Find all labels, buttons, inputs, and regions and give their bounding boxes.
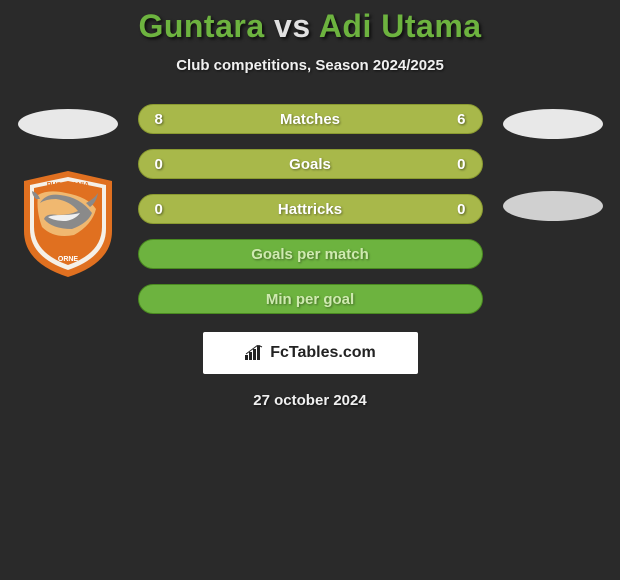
stat-pill: Min per goal [138, 284, 483, 314]
chart-icon [244, 345, 264, 361]
club-badge-left: PUSAMANIA ORNE [18, 169, 118, 279]
shield-icon: PUSAMANIA ORNE [18, 169, 118, 279]
stat-right-value: 6 [457, 111, 465, 128]
stat-right-value: 0 [457, 156, 465, 173]
stat-pill: 8 Matches 6 [138, 104, 483, 134]
brand-text: FcTables.com [270, 344, 376, 362]
stat-label: Goals per match [251, 246, 369, 263]
stat-pill: Goals per match [138, 239, 483, 269]
brand-box[interactable]: FcTables.com [203, 332, 418, 374]
page-title: Guntara vs Adi Utama [138, 8, 481, 45]
stat-pill: 0 Goals 0 [138, 149, 483, 179]
stat-left-value: 0 [155, 201, 163, 218]
stat-label: Min per goal [266, 291, 354, 308]
player-ellipse-left [18, 109, 118, 139]
badge-top-text: PUSAMANIA [46, 182, 88, 189]
stat-pill: 0 Hattricks 0 [138, 194, 483, 224]
stat-label: Matches [280, 111, 340, 128]
title-part: Adi Utama [319, 8, 482, 44]
stat-right-value: 0 [457, 201, 465, 218]
right-column [503, 104, 603, 221]
title-part: Guntara [138, 8, 264, 44]
footer-date: 27 october 2024 [253, 392, 366, 409]
player-ellipse-right [503, 109, 603, 139]
stat-pills: 8 Matches 6 0 Goals 0 0 Hattricks 0 Goals per mat… [138, 104, 483, 314]
badge-bottom-text: ORNE [57, 256, 78, 263]
subtitle: Club competitions, Season 2024/2025 [176, 57, 444, 74]
stat-left-value: 0 [155, 156, 163, 173]
left-column: PUSAMANIA ORNE [18, 104, 118, 279]
title-part: vs [265, 8, 319, 44]
stat-label: Goals [289, 156, 331, 173]
player-ellipse-right [503, 191, 603, 221]
stat-label: Hattricks [278, 201, 342, 218]
main-row: PUSAMANIA ORNE 8 Matches 6 0 Goals 0 0 Hattrick… [0, 104, 620, 314]
stat-left-value: 8 [155, 111, 163, 128]
